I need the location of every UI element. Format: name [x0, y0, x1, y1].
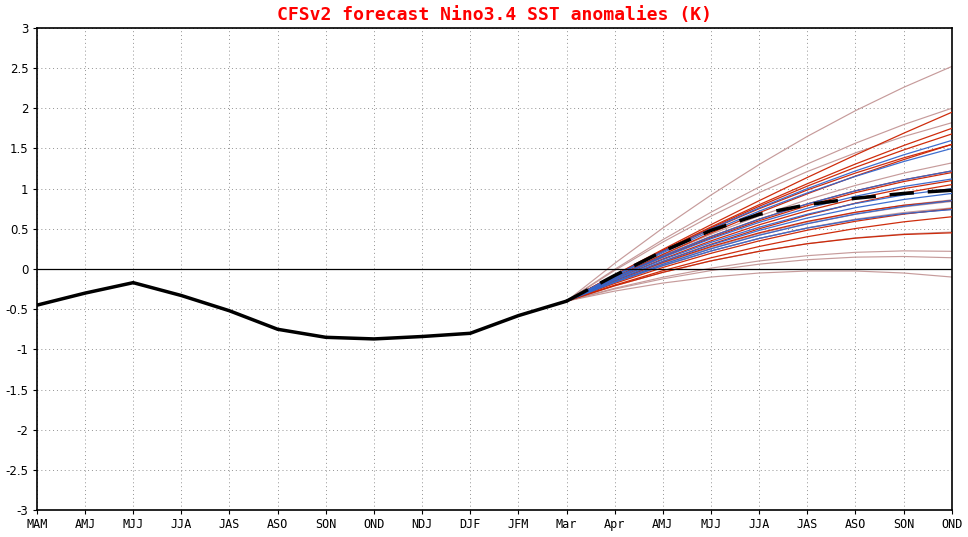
- Title: CFSv2 forecast Nino3.4 SST anomalies (K): CFSv2 forecast Nino3.4 SST anomalies (K): [277, 5, 711, 24]
